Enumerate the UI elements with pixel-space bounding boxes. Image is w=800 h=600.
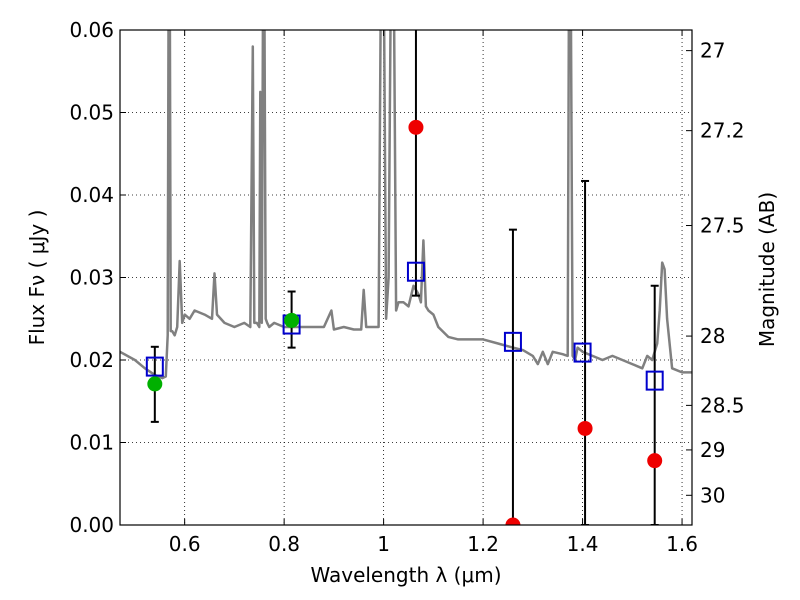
nondetection-point [505, 517, 521, 525]
right-tick-label: 28 [700, 324, 725, 348]
right-tick-label: 29 [700, 438, 725, 462]
y-tick-label: 0.01 [69, 431, 114, 455]
detection-point [147, 376, 163, 392]
plot-frame [119, 29, 693, 526]
right-tick-label: 27 [700, 39, 725, 63]
x-axis-label: Wavelength λ (μm) [310, 563, 501, 587]
plot-area [120, 30, 692, 525]
right-tick-label: 30 [700, 483, 725, 507]
y-axis-label: Flux Fν ( μJy ) [25, 210, 49, 346]
nondetection-point [577, 420, 593, 436]
nondetection-point [408, 119, 424, 135]
x-tick-label: 1.2 [467, 532, 499, 556]
model-band-square [406, 261, 425, 282]
y-tick-label: 0.02 [69, 348, 114, 372]
nondetection-point [647, 453, 663, 469]
model-band-square [573, 342, 592, 363]
model-spectrum-line [120, 30, 692, 380]
model-band-square [503, 331, 522, 352]
right-axis-label: Magnitude (AB) [755, 192, 779, 347]
y-tick-label: 0.05 [69, 101, 114, 125]
detection-point [284, 312, 300, 328]
y-tick-label: 0.04 [69, 183, 114, 207]
right-tick-label: 28.5 [700, 393, 745, 417]
x-tick-label: 0.6 [169, 532, 201, 556]
x-tick-label: 1.6 [666, 532, 698, 556]
axes-frame: 0.6 0.8 1 1.2 1.4 1.6 0.00 0.01 0.02 0.03 0.04 0.05… [69, 18, 744, 556]
x-tick-label: 0.8 [268, 532, 300, 556]
right-tick-label: 27.2 [700, 119, 745, 143]
model-band-square [145, 356, 164, 377]
y-tick-label: 0.06 [69, 18, 114, 42]
x-tick-label: 1 [377, 532, 390, 556]
axis-labels: Wavelength λ (μm) Flux Fν ( μJy ) Magnit… [25, 192, 779, 587]
y-tick-label: 0.03 [69, 266, 114, 290]
model-band-square [645, 370, 664, 391]
right-tick-label: 27.5 [700, 214, 745, 238]
x-tick-label: 1.4 [567, 532, 599, 556]
grid [120, 29, 692, 526]
y-tick-label: 0.00 [69, 513, 114, 537]
